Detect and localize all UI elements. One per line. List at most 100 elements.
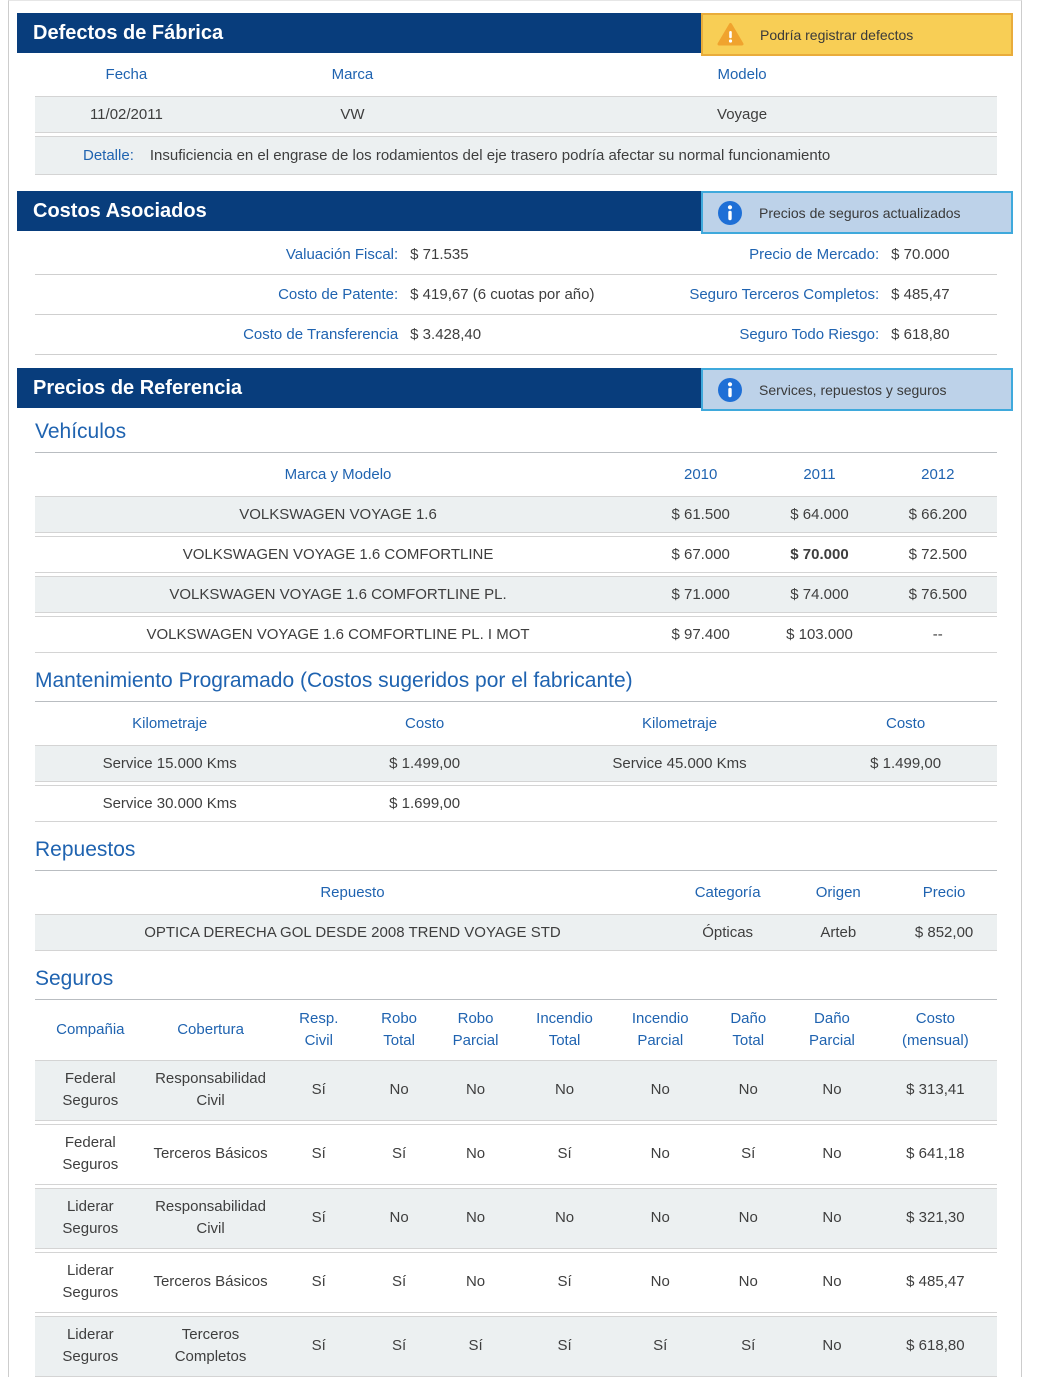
cell-monthly-cost: $ 618,80 bbox=[906, 1336, 965, 1354]
cell-flag: Sí bbox=[557, 1336, 572, 1354]
reference-section-title: Precios de Referencia bbox=[33, 377, 242, 399]
cell-flag: Sí bbox=[311, 1336, 326, 1354]
cost-label: Seguro Terceros Completos: bbox=[689, 286, 880, 303]
column-header-compania: Compañia bbox=[56, 1020, 125, 1038]
cost-label: Seguro Todo Riesgo: bbox=[739, 326, 880, 343]
vehicle-row: VOLKSWAGEN VOYAGE 1.6 COMFORTLINE PL. I … bbox=[35, 616, 997, 653]
column-header-origen: Origen bbox=[815, 884, 861, 901]
costs-badge-text: Precios de seguros actualizados bbox=[759, 204, 961, 221]
cell-flag: Sí bbox=[392, 1336, 407, 1354]
costs-list: Valuación Fiscal: $ 71.535 Precio de Mer… bbox=[35, 235, 997, 355]
vehicle-row: VOLKSWAGEN VOYAGE 1.6 COMFORTLINE PL. $ … bbox=[35, 576, 997, 613]
cell-company: Federal Seguros bbox=[62, 1133, 119, 1174]
cell-service: Service 15.000 Kms bbox=[102, 755, 237, 772]
cost-value: $ 71.535 bbox=[410, 246, 469, 263]
column-header-costo-mensual: Costo (mensual) bbox=[902, 1010, 969, 1049]
maintenance-row: Service 30.000 Kms $ 1.699,00 bbox=[35, 785, 997, 822]
column-header-fecha: Fecha bbox=[105, 66, 148, 83]
part-row: OPTICA DERECHA GOL DESDE 2008 TREND VOYA… bbox=[35, 914, 997, 951]
cell-flag: Sí bbox=[392, 1144, 407, 1162]
insurance-table-header: Compañia Cobertura Resp. Civil Robo Total … bbox=[35, 1000, 997, 1060]
defects-table-header: Fecha Marca Modelo bbox=[35, 53, 997, 96]
cost-label: Costo de Transferencia bbox=[243, 326, 399, 343]
column-header-dano-parcial: Daño Parcial bbox=[809, 1010, 855, 1049]
defects-table-row: 11/02/2011 VW Voyage bbox=[35, 96, 997, 133]
maintenance-subtitle: Mantenimiento Programado (Costos sugerid… bbox=[35, 669, 997, 702]
defects-section-header: Defectos de Fábrica Podría registrar def… bbox=[17, 13, 1013, 56]
insurance-row: Liderar Seguros Responsabilidad Civil Sí… bbox=[35, 1187, 997, 1249]
column-header-marca-modelo: Marca y Modelo bbox=[284, 466, 392, 483]
vehicles-table-header: Marca y Modelo 2010 2011 2012 bbox=[35, 453, 997, 496]
cell-monthly-cost: $ 313,41 bbox=[906, 1080, 965, 1098]
column-header-cobertura: Cobertura bbox=[177, 1020, 244, 1038]
cell-cost: $ 1.699,00 bbox=[389, 795, 461, 812]
cost-value: $ 485,47 bbox=[891, 286, 950, 303]
cell-flag: No bbox=[822, 1336, 842, 1354]
cell-flag: No bbox=[738, 1208, 758, 1226]
cell-flag: Sí bbox=[557, 1144, 572, 1162]
column-header-robo-total: Robo Total bbox=[381, 1010, 418, 1049]
insurance-subtitle: Seguros bbox=[35, 967, 997, 1000]
cell-price-2012: $ 76.500 bbox=[908, 586, 967, 603]
column-header-dano-total: Daño Total bbox=[730, 1010, 767, 1049]
column-header-incendio-parcial: Incendio Parcial bbox=[631, 1010, 689, 1049]
cell-flag: No bbox=[822, 1208, 842, 1226]
column-header-repuesto: Repuesto bbox=[320, 884, 385, 901]
vehicle-row: VOLKSWAGEN VOYAGE 1.6 $ 61.500 $ 64.000 … bbox=[35, 496, 997, 533]
cell-model: VOLKSWAGEN VOYAGE 1.6 bbox=[239, 506, 437, 523]
defects-badge-text: Podría registrar defectos bbox=[760, 26, 914, 43]
column-header-costo: Costo bbox=[405, 715, 445, 732]
cell-cost: $ 1.499,00 bbox=[870, 755, 942, 772]
cell-flag: Sí bbox=[557, 1272, 572, 1290]
column-header-resp-civil: Resp. Civil bbox=[299, 1010, 339, 1049]
defects-warning-badge: Podría registrar defectos bbox=[701, 13, 1013, 56]
column-header-2010: 2010 bbox=[684, 466, 718, 483]
reference-section-header: Precios de Referencia Services, repuesto… bbox=[17, 368, 1013, 411]
cell-flag: No bbox=[822, 1144, 842, 1162]
cell-flag: No bbox=[389, 1208, 409, 1226]
column-header-marca: Marca bbox=[331, 66, 374, 83]
parts-subtitle: Repuestos bbox=[35, 838, 997, 871]
insurance-row: Liderar Seguros Terceros Completos Sí Sí… bbox=[35, 1315, 997, 1377]
warning-triangle-icon bbox=[717, 22, 744, 47]
column-header-2011: 2011 bbox=[803, 466, 836, 483]
insurance-row: Federal Seguros Terceros Básicos Sí Sí N… bbox=[35, 1123, 997, 1185]
cell-price-2010: $ 71.000 bbox=[671, 586, 730, 603]
cost-value: $ 618,80 bbox=[891, 326, 950, 343]
cell-company: Federal Seguros bbox=[62, 1069, 119, 1110]
insurance-row: Liderar Seguros Terceros Básicos Sí Sí N… bbox=[35, 1251, 997, 1313]
cost-value: $ 70.000 bbox=[891, 246, 950, 263]
cell-price-2010: $ 61.500 bbox=[671, 506, 730, 523]
cost-label: Precio de Mercado: bbox=[749, 246, 880, 263]
costs-section-title: Costos Asociados bbox=[33, 200, 207, 222]
cell-price-2012: -- bbox=[932, 626, 943, 643]
column-header-kilometraje: Kilometraje bbox=[642, 715, 718, 732]
insurance-table: Compañia Cobertura Resp. Civil Robo Total … bbox=[35, 1000, 997, 1377]
info-icon bbox=[717, 200, 743, 226]
cell-flag: No bbox=[389, 1080, 409, 1098]
parts-table: Repuesto Categoría Origen Precio OPTICA … bbox=[35, 871, 997, 951]
cell-monthly-cost: $ 641,18 bbox=[906, 1144, 965, 1162]
detail-text: Insuficiencia en el engrase de los rodam… bbox=[149, 147, 831, 164]
vehicles-subtitle: Vehículos bbox=[35, 420, 997, 453]
info-icon bbox=[717, 377, 743, 403]
cell-flag: Sí bbox=[311, 1080, 326, 1098]
cell-flag: No bbox=[465, 1080, 486, 1098]
cell-flag: No bbox=[650, 1208, 670, 1226]
cell-price-2010: $ 97.400 bbox=[671, 626, 730, 643]
cell-category: Ópticas bbox=[702, 924, 754, 941]
column-header-kilometraje: Kilometraje bbox=[132, 715, 208, 732]
cell-flag: No bbox=[822, 1272, 842, 1290]
column-header-2012: 2012 bbox=[921, 466, 955, 483]
vehicles-table: Marca y Modelo 2010 2011 2012 VOLKSWAGEN… bbox=[35, 453, 997, 653]
cell-price-2011: $ 74.000 bbox=[790, 586, 849, 603]
insurance-row: Federal Seguros Responsabilidad Civil Sí… bbox=[35, 1059, 997, 1121]
costs-info-badge: Precios de seguros actualizados bbox=[701, 191, 1013, 234]
column-header-categoria: Categoría bbox=[694, 884, 761, 901]
cost-label: Valuación Fiscal: bbox=[285, 246, 399, 263]
cell-model: VOLKSWAGEN VOYAGE 1.6 COMFORTLINE PL. bbox=[169, 586, 507, 603]
cell-coverage: Terceros Completos bbox=[174, 1325, 247, 1366]
cell-price-2012: $ 66.200 bbox=[908, 506, 967, 523]
vehicle-row: VOLKSWAGEN VOYAGE 1.6 COMFORTLINE $ 67.0… bbox=[35, 536, 997, 573]
column-header-costo: Costo bbox=[886, 715, 926, 732]
